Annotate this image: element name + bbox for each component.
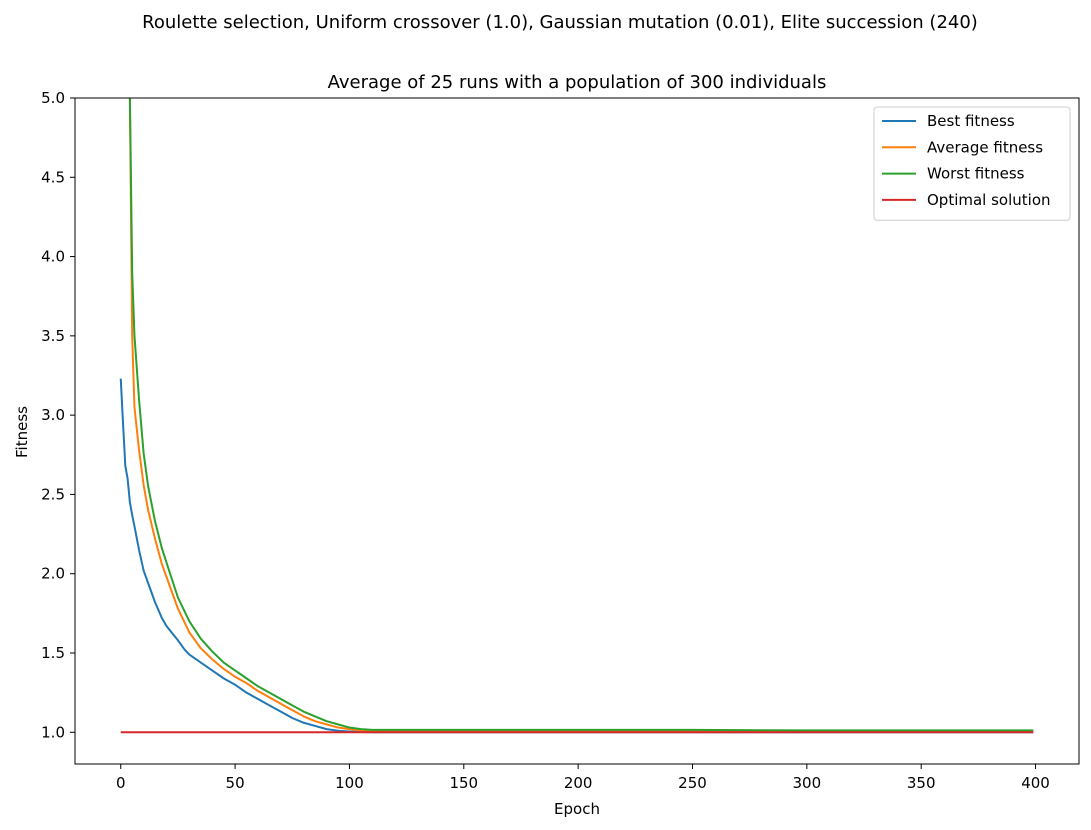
legend-box [873,106,1071,221]
y-tick-label: 3.0 [41,406,65,424]
x-tick-label: 350 [907,774,936,792]
y-tick-label: 4.0 [41,248,65,266]
y-tick-label: 1.0 [41,723,65,741]
x-tick-label: 200 [564,774,593,792]
series-line-0 [119,378,1034,734]
series-line-2 [128,98,1034,732]
y-tick-label: 2.0 [41,565,65,583]
x-tick-label: 400 [1021,774,1050,792]
plot-frame [74,97,1080,765]
legend-entry-label: Optimal solution [927,191,1051,209]
y-axis-label: Fitness [13,406,31,458]
legend-entry-label: Best fitness [927,112,1015,130]
y-tick-label: 5.0 [41,89,65,107]
x-tick-label: 50 [226,774,245,792]
figure-suptitle: Roulette selection, Uniform crossover (1… [142,12,978,33]
x-tick-label: 300 [793,774,822,792]
chart-title: Average of 25 runs with a population of … [328,72,827,93]
legend-entry-label: Worst fitness [927,165,1025,183]
y-tick-label: 3.5 [41,327,65,345]
legend: Best fitness Average fitness Worst fitness… [873,106,1071,221]
x-tick-label: 0 [116,774,126,792]
legend-entry-label: Average fitness [927,138,1043,156]
x-tick-label: 100 [335,774,364,792]
x-tick-label: 250 [678,774,707,792]
x-axis-label: Epoch [554,800,600,818]
x-tick-label: 150 [449,774,478,792]
y-tick-label: 2.5 [41,485,65,503]
y-tick-label: 4.5 [41,168,65,186]
y-tick-label: 1.5 [41,644,65,662]
